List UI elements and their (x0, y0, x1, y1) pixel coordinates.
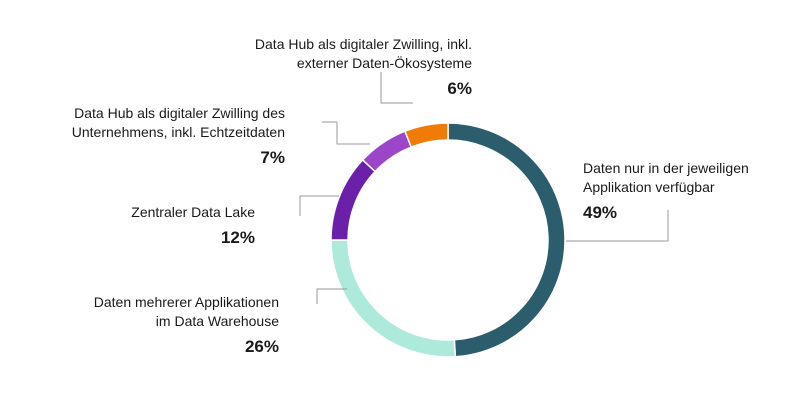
leader-line-data-warehouse (316, 288, 347, 304)
slice-applikation (447, 122, 566, 358)
leader-line-data-hub-extern (380, 72, 413, 104)
label-data-lake: Zentraler Data Lake 12% (131, 203, 255, 247)
slice-data-hub-extern (403, 122, 449, 148)
label-applikation-line-1: Daten nur in der jeweiligen (583, 160, 749, 176)
leader-line-data-lake (299, 195, 339, 216)
label-data-warehouse: Daten mehrerer Applikationen im Data War… (94, 293, 279, 356)
label-applikation: Daten nur in der jeweiligen Applikation … (583, 159, 749, 222)
value-data-hub-extern: 6% (447, 79, 472, 98)
value-data-lake: 12% (220, 228, 255, 247)
label-data-hub-unternehmen-line-2: Unternehmens, inkl. Echtzeitdaten (71, 124, 285, 140)
leader-line-data-hub-unternehmen (322, 121, 370, 145)
value-applikation: 49% (583, 203, 618, 222)
slice-data-warehouse (330, 239, 457, 358)
label-data-hub-extern: Data Hub als digitaler Zwilling, inkl. e… (255, 35, 472, 98)
label-data-hub-unternehmen: Data Hub als digitaler Zwilling des Unte… (72, 104, 285, 167)
label-data-warehouse-line-2: im Data Warehouse (155, 313, 279, 329)
label-applikation-line-2: Applikation verfügbar (583, 179, 715, 195)
value-data-warehouse: 26% (244, 337, 279, 356)
leader-line-applikation (566, 210, 669, 242)
label-data-lake-line-1: Zentraler Data Lake (131, 204, 255, 220)
slice-data-hub-unternehmen (361, 130, 413, 173)
label-data-warehouse-line-1: Daten mehrerer Applikationen (93, 294, 279, 310)
value-data-hub-unternehmen: 7% (260, 148, 285, 167)
label-data-hub-extern-line-1: Data Hub als digitaler Zwilling, inkl. (254, 36, 472, 52)
label-data-hub-extern-line-2: externer Daten-Ökosysteme (296, 55, 472, 71)
slice-data-lake (330, 158, 377, 241)
label-data-hub-unternehmen-line-1: Data Hub als digitaler Zwilling des (74, 105, 285, 121)
